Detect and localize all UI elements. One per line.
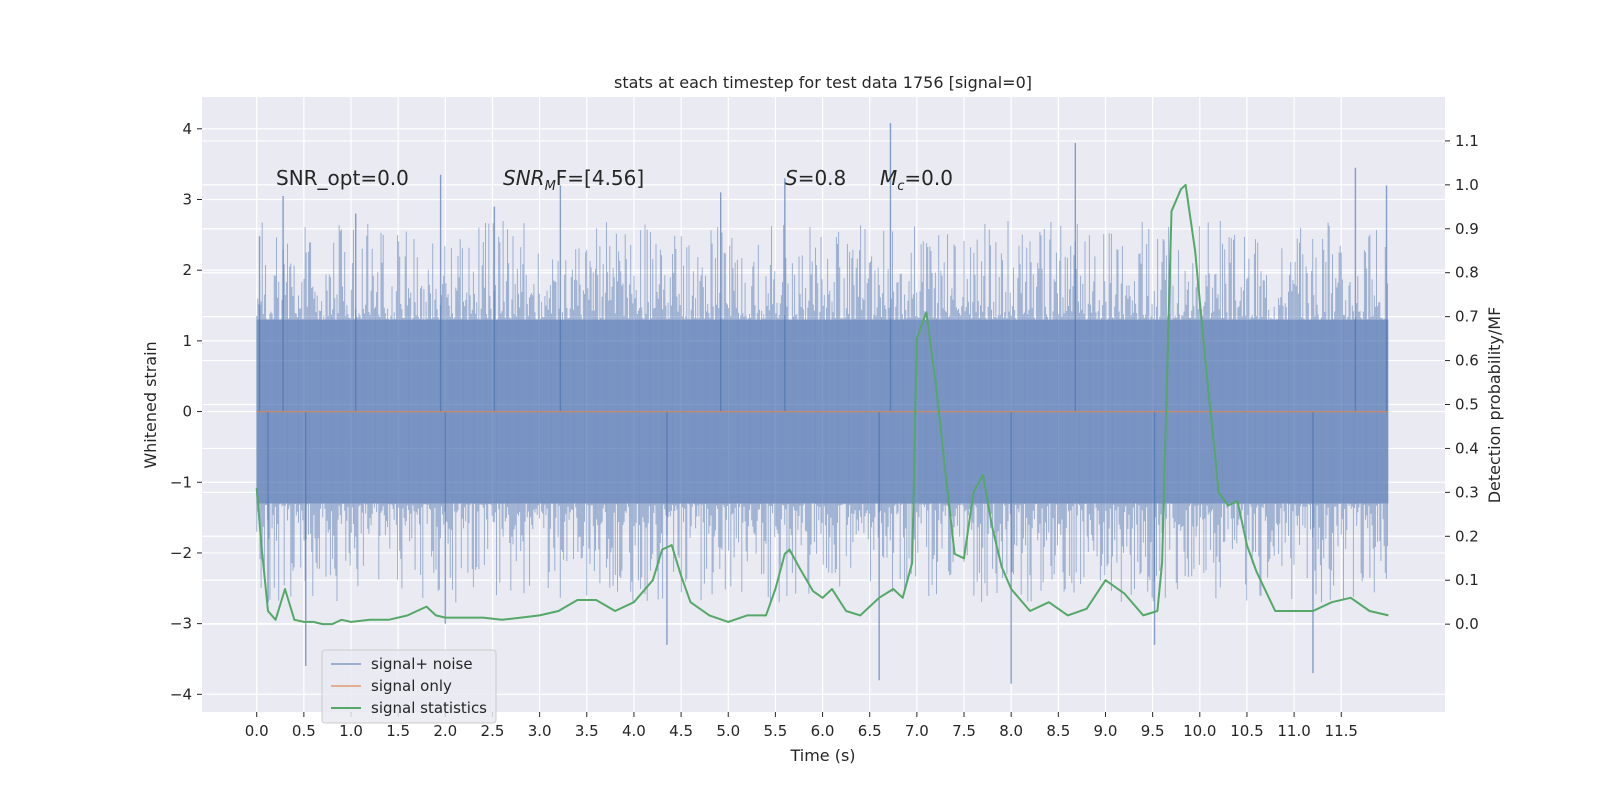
y-right-tick-label: 0.9 [1455, 220, 1479, 238]
y-left-tick-label: −2 [170, 544, 192, 562]
x-tick-label: 9.0 [1094, 722, 1118, 740]
annotation-snr-mf-sub: M [545, 179, 556, 194]
y-right-axis-label: Detection probability/MF [1485, 307, 1504, 504]
x-tick-label: 10.0 [1183, 722, 1216, 740]
y-left-axis-label: Whitened strain [141, 341, 160, 468]
y-right-tick-label: 0.1 [1455, 571, 1479, 589]
x-tick-label: 2.5 [481, 722, 505, 740]
annotation-s: S=0.8 [785, 166, 846, 190]
y-left-tick-label: −4 [170, 685, 192, 703]
legend-label-signal-noise: signal+ noise [371, 655, 473, 673]
annotation-mc-tail: =0.0 [904, 166, 953, 190]
y-left-tick-label: 3 [182, 191, 192, 209]
x-tick-label: 0.5 [292, 722, 316, 740]
x-tick-label: 2.0 [433, 722, 457, 740]
x-tick-label: 4.0 [622, 722, 646, 740]
y-left-tick-label: −1 [170, 473, 192, 491]
y-right-tick-label: 0.7 [1455, 308, 1479, 326]
y-right-tick-label: 1.1 [1455, 132, 1479, 150]
x-axis-ticks: 0.0 0.5 1.0 1.5 2.0 2.5 3.0 3.5 4.0 4.5 5.0 5.5 6.0 6… [245, 712, 1358, 740]
y-left-tick-label: 0 [182, 403, 192, 421]
annotation-snr-mf: SNRMF=[4.56] [503, 166, 644, 194]
x-tick-label: 0.0 [245, 722, 269, 740]
x-tick-label: 11.0 [1277, 722, 1310, 740]
annotation-s-tail: =0.8 [798, 166, 847, 190]
annotation-snr-opt: SNR_opt=0.0 [276, 166, 409, 190]
signal-statistics-series [255, 183, 1389, 626]
signal-statistics-line [255, 183, 1389, 626]
x-tick-label: 1.5 [386, 722, 410, 740]
x-tick-label: 3.5 [575, 722, 599, 740]
x-tick-label: 1.0 [339, 722, 363, 740]
x-tick-label: 7.5 [952, 722, 976, 740]
chart-title: stats at each timestep for test data 175… [614, 73, 1032, 92]
x-tick-label: 3.0 [528, 722, 552, 740]
legend-label-signal-statistics: signal statistics [371, 699, 487, 717]
x-tick-label: 8.0 [999, 722, 1023, 740]
y-left-tick-label: −3 [170, 615, 192, 633]
x-tick-label: 7.0 [905, 722, 929, 740]
x-tick-label: 8.5 [1046, 722, 1070, 740]
x-axis-label: Time (s) [789, 746, 855, 765]
y-right-axis-ticks: 0.0 0.1 0.2 0.3 0.4 0.5 0.6 0.7 0.8 0.9 1.0 1.1 [1445, 132, 1479, 633]
legend-box [321, 649, 497, 724]
annotation-s-main: S [785, 166, 798, 190]
y-right-tick-label: 0.5 [1455, 396, 1479, 414]
x-tick-label: 4.5 [669, 722, 693, 740]
annotation-mc-sub: c [897, 179, 904, 194]
legend-label-signal-only: signal only [371, 677, 452, 695]
annotation-mc: Mc=0.0 [880, 166, 953, 194]
legend: signal+ noise signal only signal statist… [321, 649, 497, 724]
annotations: SNR_opt=0.0 SNRMF=[4.56] S=0.8 Mc=0.0 [276, 166, 953, 194]
x-tick-label: 10.5 [1230, 722, 1263, 740]
y-right-tick-label: 1.0 [1455, 176, 1479, 194]
y-right-tick-label: 0.2 [1455, 527, 1479, 545]
x-tick-label: 6.0 [811, 722, 835, 740]
x-tick-label: 5.0 [716, 722, 740, 740]
y-right-tick-label: 0.4 [1455, 439, 1479, 457]
x-tick-label: 6.5 [858, 722, 882, 740]
x-tick-label: 11.5 [1325, 722, 1358, 740]
y-right-tick-label: 0.6 [1455, 352, 1479, 370]
y-left-axis-ticks: −4 −3 −2 −1 0 1 2 3 4 [170, 120, 202, 703]
y-left-tick-label: 1 [182, 332, 192, 350]
y-left-tick-label: 2 [182, 261, 192, 279]
annotation-snr-mf-tail: F=[4.56] [556, 166, 644, 190]
y-right-tick-label: 0.0 [1455, 615, 1479, 633]
y-left-tick-label: 4 [182, 120, 192, 138]
x-tick-label: 9.5 [1141, 722, 1165, 740]
annotation-mc-main: M [880, 166, 897, 190]
annotation-snr-mf-main: SNR [503, 166, 545, 190]
y-right-tick-label: 0.8 [1455, 264, 1479, 282]
y-right-tick-label: 0.3 [1455, 483, 1479, 501]
x-tick-label: 5.5 [763, 722, 787, 740]
